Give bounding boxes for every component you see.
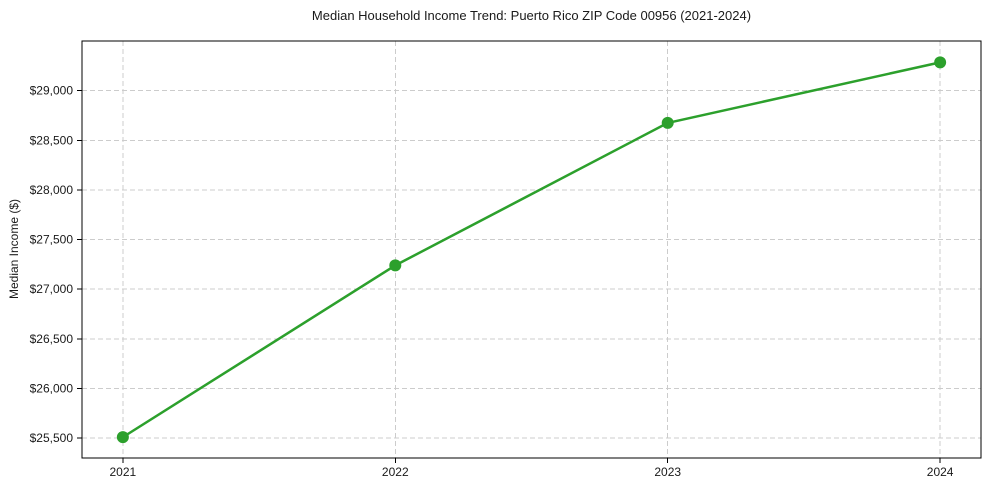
- data-point-2021: [116, 431, 129, 444]
- y-tick-label: $27,000: [30, 282, 74, 296]
- y-tick-label: $26,000: [30, 382, 74, 396]
- y-axis-label: Median Income ($): [7, 198, 21, 300]
- y-tick-label: $29,000: [30, 84, 74, 98]
- y-tick-label: $25,500: [30, 431, 74, 445]
- y-tick-label: $28,500: [30, 133, 74, 147]
- chart-title: Median Household Income Trend: Puerto Ri…: [311, 8, 752, 23]
- y-tick-label: $26,500: [30, 332, 74, 346]
- x-tick-label: 2022: [382, 465, 409, 479]
- x-tick-label: 2023: [654, 465, 681, 479]
- x-tick-label: 2021: [110, 465, 137, 479]
- y-tick-label: $27,500: [30, 233, 74, 247]
- data-point-2024: [934, 56, 947, 69]
- y-tick-label: $28,000: [30, 183, 74, 197]
- plot-border: [81, 40, 982, 459]
- data-point-2023: [661, 116, 674, 129]
- income-trend-line: [121, 61, 942, 439]
- data-point-2022: [389, 259, 402, 272]
- x-tick-label: 2024: [927, 465, 954, 479]
